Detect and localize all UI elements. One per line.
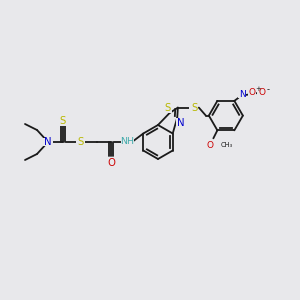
Text: S: S: [192, 103, 198, 112]
FancyBboxPatch shape: [76, 139, 85, 145]
Text: O: O: [107, 158, 115, 168]
FancyBboxPatch shape: [43, 138, 53, 146]
FancyBboxPatch shape: [189, 104, 198, 111]
Text: O: O: [249, 88, 256, 98]
FancyBboxPatch shape: [163, 106, 172, 112]
FancyBboxPatch shape: [106, 158, 116, 166]
Text: NH: NH: [120, 137, 134, 146]
Text: N: N: [239, 90, 246, 99]
Text: O: O: [207, 141, 214, 150]
Text: S: S: [164, 103, 171, 113]
FancyBboxPatch shape: [248, 89, 256, 96]
FancyBboxPatch shape: [176, 118, 185, 125]
Text: N: N: [177, 118, 185, 128]
FancyBboxPatch shape: [121, 138, 134, 146]
Text: +: +: [255, 86, 261, 92]
FancyBboxPatch shape: [257, 89, 267, 97]
Text: S: S: [60, 116, 66, 126]
Text: CH₃: CH₃: [220, 142, 232, 148]
Text: N: N: [44, 137, 52, 147]
Text: S: S: [78, 137, 84, 147]
Text: -: -: [267, 85, 270, 94]
FancyBboxPatch shape: [206, 141, 214, 148]
Text: O: O: [259, 88, 266, 98]
FancyBboxPatch shape: [58, 118, 68, 125]
FancyBboxPatch shape: [238, 92, 246, 98]
